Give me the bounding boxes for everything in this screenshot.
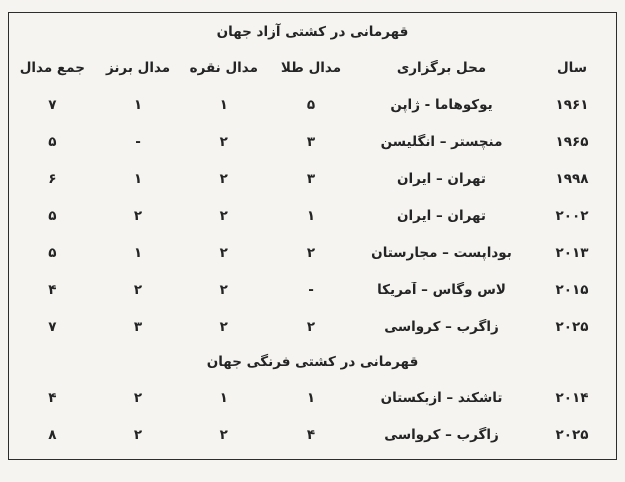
cell-total: ۵ [48, 244, 57, 261]
cell-total: ۴ [48, 281, 57, 298]
cell-gold: - [308, 281, 314, 298]
cell-bronze: ۱ [133, 170, 143, 187]
cell-silver: ۲ [219, 318, 228, 335]
cell-year: ۲۰۲۵ [555, 318, 589, 335]
cell-total: ۶ [48, 170, 57, 187]
cell-gold: ۲ [306, 244, 316, 261]
header-total: جمع مدال [19, 59, 85, 76]
cell-year: ۲۰۲۵ [555, 426, 589, 443]
cell-venue: زاگرب – کرواسی [384, 426, 499, 443]
cell-total: ۷ [48, 318, 57, 335]
cell-silver: ۱ [219, 389, 228, 406]
cell-venue: تاشکند – ازبکستان [380, 389, 503, 406]
cell-total: ۷ [48, 96, 57, 113]
section-title-greco-roman: قهرمانی در کشتی فرنگی جهان [206, 354, 419, 370]
header-bronze: مدال برنز [105, 59, 171, 76]
cell-bronze: - [135, 133, 141, 150]
table-row: ۲۰۲۵ زاگرب – کرواسی ۲ ۲ ۳ ۷ [9, 308, 616, 345]
header-gold: مدال طلا [280, 59, 342, 76]
table-row: ۱۹۹۸ تهران – ایران ۳ ۲ ۱ ۶ [9, 160, 616, 197]
cell-bronze: ۲ [133, 207, 143, 224]
cell-gold: ۱ [306, 207, 316, 224]
header-venue: محل برگزاری [396, 59, 487, 76]
cell-silver: ۱ [219, 96, 228, 113]
cell-year: ۲۰۱۳ [555, 244, 589, 261]
cell-venue: لاس وگاس – آمریکا [377, 281, 506, 298]
cell-silver: ۲ [219, 133, 228, 150]
table-row: ۲۰۰۲ تهران – ایران ۱ ۲ ۲ ۵ [9, 197, 616, 234]
cell-year: ۲۰۱۵ [555, 281, 589, 298]
header-row: سال محل برگزاری مدال طلا مدال نقره مدال برنز… [9, 49, 616, 86]
cell-year: ۱۹۶۵ [555, 133, 589, 150]
cell-total: ۴ [48, 389, 57, 406]
cell-gold: ۵ [306, 96, 316, 113]
cell-silver: ۲ [219, 426, 228, 443]
table-row: ۲۰۱۵ لاس وگاس – آمریکا - ۲ ۲ ۴ [9, 271, 616, 308]
cell-silver: ۲ [219, 244, 228, 261]
table-row: ۱۹۶۱ یوکوهاما - ژاپن ۵ ۱ ۱ ۷ [9, 86, 616, 123]
cell-total: ۵ [48, 133, 57, 150]
cell-total: ۵ [48, 207, 57, 224]
table-row: ۲۰۲۵ زاگرب – کرواسی ۴ ۲ ۲ ۸ [9, 416, 616, 453]
header-silver: مدال نقره [189, 59, 258, 76]
cell-silver: ۲ [219, 207, 228, 224]
cell-venue: بوداپست – مجارستان [371, 244, 512, 261]
cell-year: ۱۹۹۸ [555, 170, 589, 187]
cell-venue: تهران – ایران [397, 207, 486, 224]
section-title-freestyle: قهرمانی در کشتی آزاد جهان [216, 24, 409, 40]
cell-bronze: ۲ [133, 281, 143, 298]
header-year: سال [556, 59, 588, 76]
cell-year: ۲۰۱۴ [555, 389, 589, 406]
cell-venue: تهران – ایران [397, 170, 486, 187]
cell-year: ۲۰۰۲ [555, 207, 589, 224]
cell-silver: ۲ [219, 170, 228, 187]
cell-bronze: ۳ [133, 318, 143, 335]
table-row: ۲۰۱۳ بوداپست – مجارستان ۲ ۲ ۱ ۵ [9, 234, 616, 271]
cell-bronze: ۱ [133, 96, 143, 113]
cell-gold: ۴ [306, 426, 316, 443]
cell-total: ۸ [48, 426, 57, 443]
cell-gold: ۱ [306, 389, 316, 406]
cell-venue: زاگرب – کرواسی [384, 318, 499, 335]
table-row: ۲۰۱۴ تاشکند – ازبکستان ۱ ۱ ۲ ۴ [9, 379, 616, 416]
cell-year: ۱۹۶۱ [555, 96, 589, 113]
cell-gold: ۳ [306, 170, 316, 187]
cell-silver: ۲ [219, 281, 228, 298]
cell-bronze: ۲ [133, 389, 143, 406]
cell-venue: منچستر – انگلیسن [380, 133, 503, 150]
cell-venue: یوکوهاما - ژاپن [390, 96, 493, 113]
cell-bronze: ۲ [133, 426, 143, 443]
cell-gold: ۲ [306, 318, 316, 335]
cell-gold: ۳ [306, 133, 316, 150]
cell-bronze: ۱ [133, 244, 143, 261]
wrestling-medals-table: قهرمانی در کشتی آزاد جهان سال محل برگزاری م… [8, 12, 617, 460]
table-row: ۱۹۶۵ منچستر – انگلیسن ۳ ۲ - ۵ [9, 123, 616, 160]
